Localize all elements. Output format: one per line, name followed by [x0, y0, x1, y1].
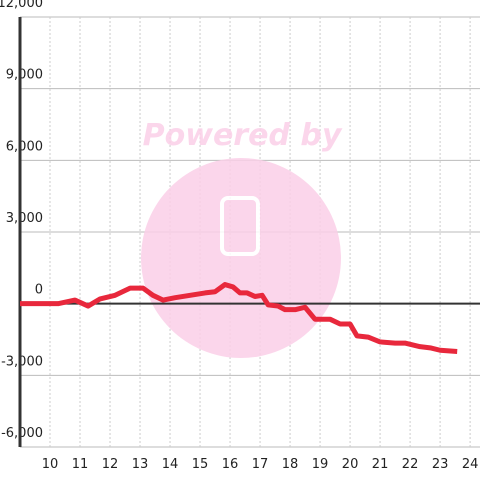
y-tick-label: 6,000 [6, 139, 43, 154]
y-tick-label: -3,000 [1, 354, 43, 369]
x-tick-label: 16 [222, 457, 239, 472]
x-tick-label: 19 [312, 457, 329, 472]
x-tick-label: 12 [102, 457, 119, 472]
y-tick-label: 12,000 [0, 0, 43, 11]
watermark-text: Powered by [143, 118, 343, 153]
data-line [20, 282, 458, 354]
x-tick-label: 22 [402, 457, 419, 472]
x-tick-label: 21 [372, 457, 389, 472]
watermark: Powered by [141, 118, 343, 358]
x-tick-label: 18 [282, 457, 299, 472]
y-tick-label: 0 [35, 283, 43, 298]
x-tick-label: 17 [252, 457, 269, 472]
x-tick-label: 10 [42, 457, 59, 472]
y-tick-label: -6,000 [1, 426, 43, 441]
x-tick-label: 11 [72, 457, 89, 472]
x-tick-label: 20 [342, 457, 359, 472]
y-tick-label: 3,000 [6, 211, 43, 226]
x-tick-label: 14 [162, 457, 179, 472]
y-tick-label: 9,000 [6, 68, 43, 83]
watermark-icon [220, 196, 260, 256]
watermark-circle [141, 158, 341, 358]
x-tick-label: 13 [132, 457, 149, 472]
x-tick-label: 23 [432, 457, 449, 472]
x-tick-label: 24 [462, 457, 479, 472]
x-tick-label: 15 [192, 457, 209, 472]
